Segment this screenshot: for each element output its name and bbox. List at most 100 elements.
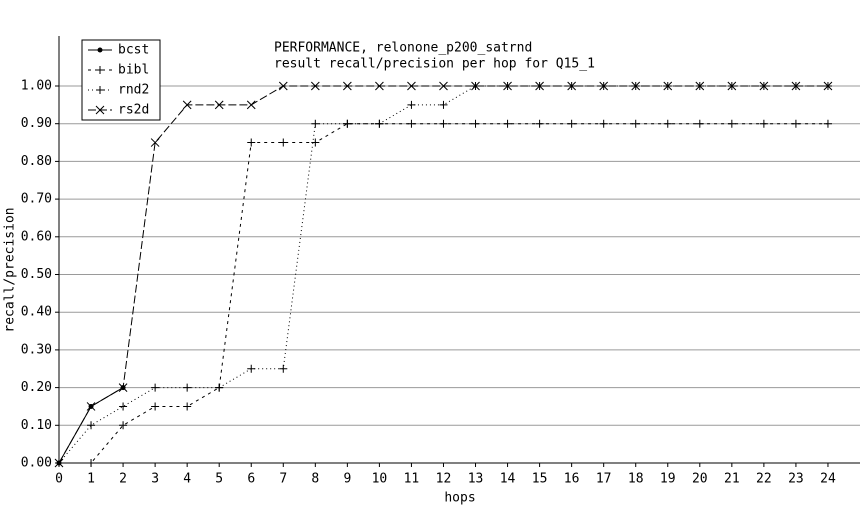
marker [823,81,833,91]
legend-marker [96,86,104,94]
x-tick-label: 4 [183,472,191,487]
marker [439,81,448,91]
marker [567,119,576,128]
x-tick-label: 9 [343,472,351,487]
x-tick-label: 0 [55,472,63,487]
marker [439,119,448,128]
marker [599,81,609,91]
x-tick-label: 22 [756,472,772,487]
marker [503,81,512,91]
y-tick-label: 0.30 [21,342,52,357]
y-tick-label: 0.70 [21,192,52,207]
x-tick-label: 11 [404,472,420,487]
marker [87,459,96,467]
marker [151,383,160,392]
marker [150,138,160,147]
chart-subtitle: result recall/precision per hop for Q15_… [274,57,595,72]
y-tick-label: 0.60 [21,229,52,244]
marker [727,81,737,91]
marker [407,119,416,128]
marker [119,421,128,430]
marker [695,81,705,91]
marker [535,81,544,91]
x-tick-label: 15 [532,472,548,487]
x-tick-label: 5 [215,472,223,487]
marker [759,81,769,91]
marker [663,81,673,91]
legend-marker [97,47,103,53]
marker [567,81,576,91]
marker [407,81,416,91]
marker [118,383,128,392]
x-tick-label: 3 [151,472,159,487]
marker [278,81,288,91]
marker [279,364,288,373]
y-tick-label: 0.00 [21,456,52,471]
x-tick-label: 12 [436,472,452,487]
y-tick-label: 0.50 [21,267,52,282]
y-axis-label: recall/precision [3,207,18,332]
legend-marker [96,66,104,74]
marker [791,81,801,91]
legend-label: rnd2 [118,83,149,98]
marker [215,383,224,392]
marker [407,100,416,109]
marker [375,81,384,91]
legend-label: bcst [118,43,149,58]
marker [310,81,320,91]
y-tick-label: 0.40 [21,305,52,320]
marker [663,119,672,128]
marker [471,119,480,128]
legend-label: rs2d [118,103,149,118]
x-tick-label: 19 [660,472,676,487]
marker [343,119,352,128]
legend-box [81,39,161,121]
x-axis-label: hops [444,491,475,506]
marker [599,119,608,128]
marker [247,138,256,147]
y-tick-label: 0.80 [21,154,52,169]
marker [86,402,96,411]
marker [54,458,64,468]
marker [471,81,480,91]
x-tick-label: 10 [372,472,388,487]
marker [375,119,384,128]
marker [279,138,288,147]
y-tick-label: 0.20 [21,380,52,395]
marker [791,119,800,128]
y-tick-label: 1.00 [21,79,52,94]
marker [759,119,768,128]
chart-title: PERFORMANCE, relonone_p200_satrnd [274,41,532,56]
marker [311,119,320,128]
marker [183,402,192,411]
marker [535,119,544,128]
x-tick-label: 1 [87,472,95,487]
marker [87,421,96,430]
marker [246,100,256,110]
y-tick-label: 0.90 [21,116,52,131]
x-tick-label: 18 [628,472,644,487]
marker [727,119,736,128]
marker [151,402,160,411]
x-tick-label: 21 [724,472,740,487]
marker [182,100,192,110]
marker [119,402,128,411]
y-tick-label: 0.10 [21,418,52,433]
marker [631,81,641,91]
marker [631,119,640,128]
legend-label: bibl [118,63,149,78]
x-tick-label: 20 [692,472,708,487]
marker [823,119,832,128]
x-tick-label: 8 [311,472,319,487]
x-tick-label: 24 [820,472,836,487]
marker [439,100,448,109]
x-tick-label: 6 [247,472,255,487]
marker [311,138,320,147]
x-tick-label: 2 [119,472,127,487]
x-tick-label: 13 [468,472,484,487]
marker [503,119,512,128]
legend-marker [95,105,105,115]
marker [343,81,352,91]
x-tick-label: 16 [564,472,580,487]
x-tick-label: 17 [596,472,612,487]
